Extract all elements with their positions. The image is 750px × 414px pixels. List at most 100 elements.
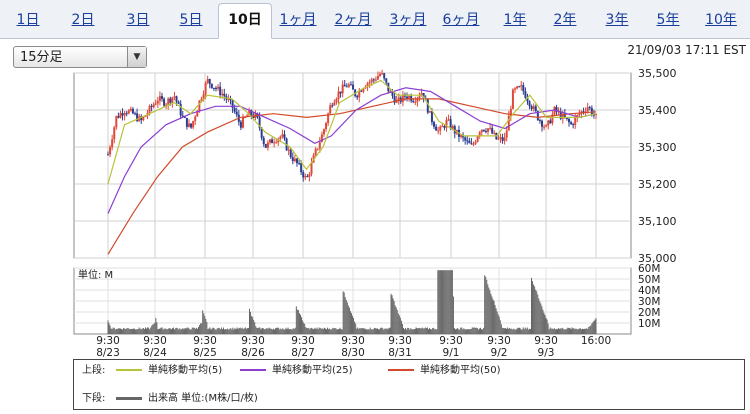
candle-body [420, 93, 423, 97]
candle-body [279, 136, 282, 139]
price-tick-label: 35,000 [638, 252, 677, 265]
tab-2[interactable]: 3日 [126, 12, 150, 28]
candle-body [520, 85, 523, 87]
candle-body [545, 125, 548, 127]
candle-body [511, 89, 514, 109]
tab-9[interactable]: 1年 [503, 12, 527, 28]
candle-body [487, 128, 490, 132]
candle-body [239, 121, 242, 128]
tab-13[interactable]: 10年 [705, 12, 737, 28]
candle-body [345, 86, 348, 88]
candle-body [233, 107, 236, 112]
candle-body [557, 111, 560, 113]
candle-body [437, 130, 440, 132]
candle-body [501, 137, 504, 141]
timestamp: 21/09/03 17:11 EST [627, 43, 746, 57]
candle-body [430, 111, 433, 123]
candle-body [489, 127, 492, 129]
x-tick-date: 8/25 [193, 347, 217, 359]
legend-upper-label: 上段: [82, 365, 106, 376]
candle-body [449, 119, 452, 129]
candle-body [175, 96, 178, 102]
candle-body [383, 73, 386, 79]
tab-7[interactable]: 3ヶ月 [389, 12, 427, 28]
tab-5[interactable]: 1ヶ月 [279, 12, 317, 28]
candle-body [183, 116, 186, 118]
candle-body [462, 135, 465, 138]
candle-body [266, 142, 269, 148]
tab-10[interactable]: 2年 [553, 12, 577, 28]
candle-body [125, 113, 128, 115]
volume-tick-label: 30M [638, 296, 660, 308]
candle-body [275, 142, 278, 144]
candle-body [435, 126, 438, 131]
tab-8[interactable]: 6ヶ月 [442, 12, 480, 28]
tab-11[interactable]: 3年 [605, 12, 629, 28]
candle-body [291, 157, 294, 161]
candle-body [445, 119, 448, 128]
candle-body [480, 129, 483, 133]
legend-ma5: 単純移動平均(5) [116, 364, 222, 378]
candle-body [422, 93, 425, 99]
candle-body [555, 106, 558, 112]
candle-body [453, 126, 456, 134]
candle-body [127, 110, 130, 114]
candle-body [158, 96, 161, 101]
candle-body [538, 120, 541, 122]
candle-body [219, 86, 222, 96]
candle-body [148, 106, 151, 114]
candle-body [372, 79, 375, 81]
tab-1[interactable]: 2日 [71, 12, 95, 28]
candle-body [347, 84, 350, 87]
candle-body [287, 149, 290, 151]
candle-body [204, 82, 207, 95]
candle-body [331, 105, 334, 107]
x-tick-time: 9:30 [534, 335, 558, 347]
candle-body [223, 93, 226, 97]
candle-body [505, 130, 508, 138]
candle-body [119, 113, 122, 118]
tab-6[interactable]: 2ヶ月 [334, 12, 372, 28]
chevron-down-icon[interactable]: ▼ [127, 47, 146, 67]
legend-ma50-swatch [388, 369, 414, 371]
candle-body [460, 135, 463, 137]
candle-body [252, 115, 255, 119]
candle-body [302, 172, 305, 178]
price-tick-label: 35,300 [638, 141, 677, 154]
legend-ma25-label: 単純移動平均(25) [272, 365, 353, 376]
candle-body [107, 154, 109, 156]
candle-body [217, 86, 220, 89]
candle-body [451, 126, 454, 129]
price-tick-label: 35,200 [638, 178, 677, 191]
x-tick-time: 9:30 [241, 335, 265, 347]
x-tick-time: 9:30 [96, 335, 120, 347]
volume-tick-label: 20M [638, 307, 660, 319]
candle-body [306, 176, 309, 178]
candle-body [250, 110, 253, 116]
candle-body [298, 163, 301, 165]
candle-body [271, 139, 274, 144]
candle-body [231, 100, 234, 108]
candle-body [366, 83, 369, 87]
candle-body [549, 120, 552, 124]
candle-body [516, 86, 519, 89]
candle-body [408, 95, 411, 99]
candle-body [198, 100, 201, 111]
tab-0[interactable]: 1日 [16, 12, 40, 28]
legend-row-upper: 上段: 単純移動平均(5) 単純移動平均(25) 単純移動平均(50) [82, 364, 742, 378]
candle-body [428, 111, 431, 113]
tab-4[interactable]: 10日 [218, 3, 272, 39]
candle-body [588, 107, 591, 109]
tab-3[interactable]: 5日 [179, 12, 203, 28]
candle-body [133, 113, 136, 115]
candle-body [273, 142, 276, 144]
interval-select[interactable]: 15分足 ▼ [13, 46, 147, 68]
volume-tick-label: 10M [638, 318, 660, 330]
candle-body [264, 143, 267, 148]
candle-body [314, 148, 317, 156]
price-tick-label: 35,100 [638, 215, 677, 228]
candle-body [468, 140, 471, 144]
x-tick-time: 9:30 [143, 335, 167, 347]
candle-body [472, 143, 475, 145]
tab-12[interactable]: 5年 [656, 12, 680, 28]
